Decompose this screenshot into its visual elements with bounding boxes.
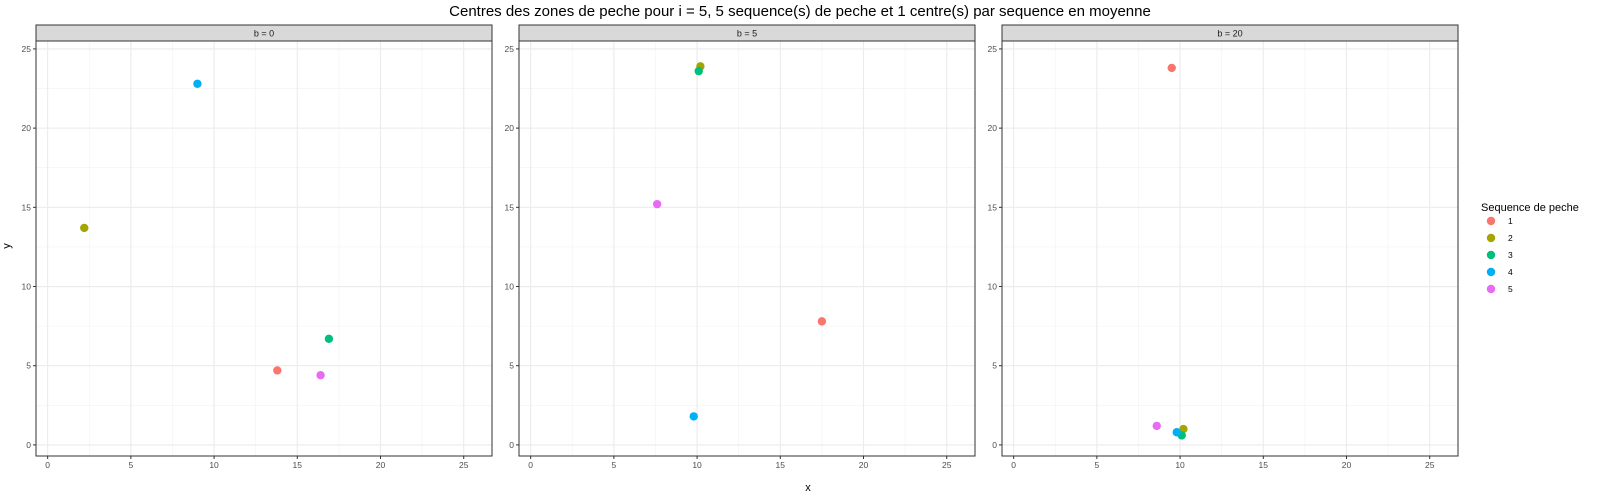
data-point-series-3 [694, 66, 703, 76]
data-point-series-1 [1167, 63, 1176, 73]
y-tick-label: 0 [992, 440, 997, 450]
legend: Sequence de peche 1 2 3 4 5 [1481, 202, 1579, 294]
data-point-series-5 [652, 199, 662, 209]
y-tick-label: 5 [992, 361, 997, 371]
gridlines [1002, 41, 1458, 456]
y-tick-label: 20 [505, 123, 515, 133]
y-tick-label: 20 [988, 123, 998, 133]
x-tick-label: 20 [859, 460, 869, 470]
facet-panel: b = 0 0 5 10 15 20 25 0 5 10 15 20 25 [22, 24, 493, 470]
x-tick-label: 25 [942, 460, 952, 470]
data-point-series-4 [1172, 428, 1181, 437]
x-tick-label: 10 [692, 460, 702, 470]
y-tick-label: 25 [988, 44, 998, 54]
data-point-series-1 [273, 366, 282, 375]
y-tick-label: 15 [505, 202, 515, 212]
data-point-series-5 [1152, 421, 1161, 431]
data-point-series-4 [193, 79, 202, 88]
y-tick-label: 20 [22, 123, 32, 133]
y-tick-label: 0 [509, 440, 514, 450]
data-points [652, 62, 827, 421]
facet-panel: b = 20 0 5 10 15 20 25 0 5 10 15 20 25 [988, 24, 1459, 470]
legend-key-5 [1486, 284, 1496, 294]
gridlines [519, 41, 975, 456]
panels: b = 0 0 5 10 15 20 25 0 5 10 15 20 25 b = 5 0 5 10 15 20 25… [22, 24, 1459, 470]
data-points [80, 79, 334, 380]
y-tick-label: 0 [26, 440, 31, 450]
y-tick-label: 25 [505, 44, 515, 54]
data-point-series-2 [80, 223, 89, 233]
x-tick-label: 25 [1425, 460, 1435, 470]
y-tick-label: 10 [22, 282, 32, 292]
data-point-series-3 [324, 334, 334, 343]
legend-label: 3 [1508, 250, 1513, 260]
y-tick-label: 5 [509, 361, 514, 371]
facet-strip-label: b = 0 [254, 29, 274, 39]
x-tick-label: 10 [1175, 460, 1185, 470]
x-tick-label: 5 [1094, 460, 1099, 470]
legend-label: 4 [1508, 267, 1513, 277]
gridlines [36, 41, 492, 456]
legend-label: 5 [1508, 284, 1513, 294]
x-tick-label: 15 [1259, 460, 1269, 470]
legend-key-4 [1486, 267, 1496, 277]
data-points [1152, 63, 1188, 440]
y-tick-label: 25 [22, 44, 32, 54]
facet-strip-label: b = 20 [1217, 29, 1242, 39]
facet-strip-label: b = 5 [737, 29, 757, 39]
legend-items: 1 2 3 4 5 [1486, 216, 1513, 294]
legend-key-3 [1486, 250, 1496, 260]
y-tick-label: 5 [26, 361, 31, 371]
chart-title: Centres des zones de peche pour i = 5, 5… [449, 3, 1151, 20]
x-tick-label: 25 [459, 460, 469, 470]
y-tick-label: 10 [505, 282, 515, 292]
y-tick-label: 10 [988, 282, 998, 292]
legend-label: 2 [1508, 233, 1513, 243]
plot-area [519, 41, 975, 456]
panel-border [35, 40, 493, 457]
legend-title: Sequence de peche [1481, 202, 1579, 214]
data-point-series-2 [1179, 424, 1188, 434]
x-tick-label: 5 [128, 460, 133, 470]
legend-label: 1 [1508, 216, 1513, 226]
x-tick-label: 5 [611, 460, 616, 470]
x-tick-label: 10 [209, 460, 219, 470]
x-tick-label: 15 [776, 460, 786, 470]
x-axis-label: x [805, 482, 811, 494]
y-tick-label: 15 [988, 202, 998, 212]
plot-area [36, 41, 492, 456]
legend-key-1 [1486, 216, 1496, 226]
plot-area [1002, 41, 1458, 456]
y-tick-label: 15 [22, 202, 32, 212]
x-tick-label: 0 [528, 460, 533, 470]
y-axis-label: y [1, 243, 13, 249]
x-tick-label: 0 [1011, 460, 1016, 470]
panel-border [1001, 40, 1459, 457]
x-tick-label: 0 [45, 460, 50, 470]
x-tick-label: 20 [376, 460, 386, 470]
facet-panel: b = 5 0 5 10 15 20 25 0 5 10 15 20 25 [505, 24, 976, 470]
data-point-series-1 [817, 317, 827, 326]
legend-key-2 [1486, 233, 1496, 243]
panel-border [518, 40, 976, 457]
x-tick-label: 20 [1342, 460, 1352, 470]
data-point-series-5 [316, 371, 325, 380]
x-tick-label: 15 [293, 460, 303, 470]
data-point-series-4 [689, 412, 698, 421]
